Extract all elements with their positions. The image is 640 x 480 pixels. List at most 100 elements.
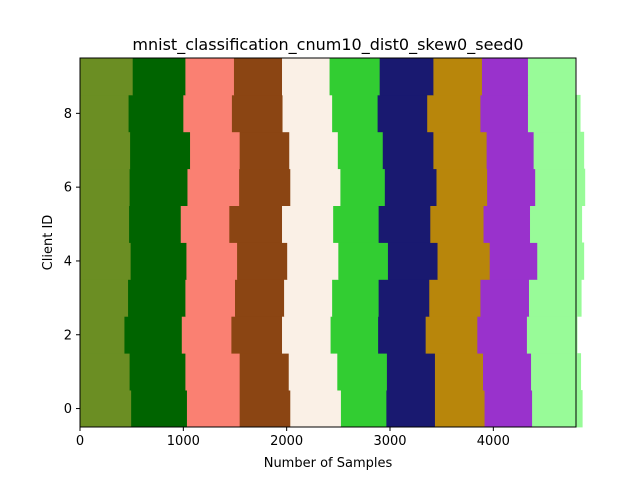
bar-segment-client-7-label-4 — [289, 131, 339, 170]
x-axis-ticks: 0 1000 2000 3000 4000 — [76, 427, 510, 449]
bar-segment-client-8-label-0 — [80, 94, 129, 133]
bar-segment-client-0-label-1 — [131, 390, 188, 428]
bar-segment-client-2-label-1 — [124, 316, 183, 354]
bar-segment-client-6-label-4 — [290, 168, 341, 206]
bar-segment-client-8-label-9 — [527, 94, 581, 133]
bar-segment-client-1-label-2 — [185, 353, 241, 391]
bar-segment-client-4-label-0 — [80, 242, 132, 280]
bar-segment-client-0-label-7 — [434, 390, 485, 428]
y-axis-label: Client ID — [41, 215, 56, 271]
bar-segment-client-0-label-0 — [80, 390, 132, 428]
bar-segment-client-4-label-4 — [287, 242, 339, 280]
bar-segment-client-9-label-3 — [233, 58, 283, 96]
bar-segment-client-1-label-9 — [531, 353, 582, 391]
bar-segment-client-6-label-3 — [239, 168, 291, 206]
bar-segment-client-5-label-2 — [180, 205, 230, 243]
x-tick-label: 2000 — [270, 434, 303, 449]
bar-segment-client-3-label-2 — [185, 279, 236, 317]
bar-segment-client-0-label-5 — [340, 390, 387, 428]
bar-segment-client-2-label-4 — [282, 316, 331, 354]
bar-segment-client-5-label-5 — [333, 205, 380, 243]
bar-segment-client-7-label-8 — [486, 131, 535, 170]
bar-segment-client-9-label-8 — [481, 58, 529, 96]
bar-segment-client-9-label-0 — [80, 58, 134, 96]
bar-segment-client-8-label-1 — [128, 94, 184, 133]
bar-segment-client-5-label-1 — [129, 205, 182, 243]
bar-segment-client-7-label-6 — [382, 131, 434, 170]
bar-segment-client-0-label-3 — [239, 390, 291, 428]
bar-segment-client-8-label-6 — [377, 94, 428, 133]
bar-segment-client-4-label-8 — [489, 242, 538, 280]
bar-segment-client-9-label-1 — [132, 58, 186, 96]
y-tick-label: 0 — [64, 402, 72, 417]
bar-segment-client-4-label-9 — [537, 242, 585, 280]
bar-segment-client-5-label-8 — [483, 205, 531, 243]
bar-segment-client-0-label-2 — [186, 390, 241, 428]
bar-segment-client-3-label-3 — [235, 279, 285, 317]
bar-segment-client-8-label-7 — [427, 94, 481, 133]
bar-segment-client-7-label-5 — [337, 131, 384, 170]
bar-segment-client-6-label-2 — [187, 168, 240, 206]
bar-segment-client-1-label-6 — [386, 353, 436, 391]
bar-segment-client-8-label-2 — [183, 94, 233, 133]
x-tick-label: 3000 — [373, 434, 406, 449]
bar-segment-client-3-label-4 — [284, 279, 333, 317]
bar-segment-client-4-label-2 — [186, 242, 238, 280]
bar-segment-client-1-label-0 — [80, 353, 130, 391]
bar-segment-client-6-label-5 — [340, 168, 386, 206]
bar-segment-client-9-label-6 — [379, 58, 434, 96]
bar-segment-client-7-label-9 — [533, 131, 585, 170]
bar-segment-client-9-label-7 — [433, 58, 483, 96]
bar-segment-client-2-label-8 — [477, 316, 528, 354]
x-tick-label: 1000 — [167, 434, 200, 449]
bar-segment-client-4-label-6 — [387, 242, 438, 280]
bar-segment-client-9-label-4 — [282, 58, 330, 96]
bar-segment-client-4-label-3 — [237, 242, 288, 280]
x-tick-label: 4000 — [477, 434, 510, 449]
bar-segment-client-6-label-0 — [80, 168, 130, 206]
bar-segment-client-8-label-4 — [282, 94, 333, 133]
bar-segment-client-4-label-5 — [338, 242, 389, 280]
bar-segment-client-6-label-8 — [487, 168, 536, 206]
bar-segment-client-6-label-1 — [129, 168, 188, 206]
bar-segment-client-5-label-7 — [430, 205, 484, 243]
bars-group — [80, 58, 586, 428]
bar-segment-client-2-label-2 — [181, 316, 232, 354]
bar-segment-client-3-label-9 — [528, 279, 582, 317]
x-axis-label: Number of Samples — [264, 456, 393, 471]
bar-segment-client-8-label-5 — [332, 94, 378, 133]
bar-segment-client-0-label-9 — [532, 390, 583, 428]
bar-segment-client-2-label-6 — [378, 316, 427, 354]
bar-segment-client-3-label-8 — [480, 279, 530, 317]
plot-frame — [79, 57, 577, 428]
bar-segment-client-1-label-4 — [288, 353, 338, 391]
bar-segment-client-6-label-9 — [535, 168, 586, 206]
y-tick-label: 2 — [64, 328, 72, 343]
bar-segment-client-8-label-8 — [480, 94, 529, 133]
bar-segment-client-7-label-1 — [130, 131, 191, 170]
bar-segment-client-5-label-0 — [80, 205, 130, 243]
bar-segment-client-5-label-4 — [282, 205, 334, 243]
bar-segment-client-0-label-6 — [386, 390, 436, 428]
bar-segment-client-9-label-2 — [185, 58, 235, 96]
bar-segment-client-5-label-9 — [530, 205, 583, 243]
bar-segment-client-4-label-7 — [437, 242, 491, 280]
y-tick-label: 4 — [64, 254, 72, 269]
bar-segment-client-9-label-5 — [329, 58, 381, 96]
bar-segment-client-2-label-5 — [330, 316, 379, 354]
bar-segment-client-7-label-7 — [433, 131, 488, 170]
bar-segment-client-2-label-0 — [80, 316, 125, 354]
y-tick-label: 8 — [64, 107, 72, 122]
bar-segment-client-3-label-0 — [80, 279, 129, 317]
bar-segment-client-7-label-3 — [239, 131, 290, 170]
bar-segment-client-4-label-1 — [130, 242, 187, 280]
y-axis-ticks: 0 2 4 6 8 — [64, 107, 80, 417]
bar-segment-client-6-label-7 — [436, 168, 488, 206]
bar-segment-client-6-label-6 — [384, 168, 437, 206]
bar-segment-client-1-label-7 — [434, 353, 484, 391]
bar-segment-client-2-label-7 — [425, 316, 478, 354]
bar-segment-client-3-label-7 — [429, 279, 481, 317]
chart-title: mnist_classification_cnum10_dist0_skew0_… — [132, 35, 523, 55]
bar-segment-client-2-label-3 — [231, 316, 283, 354]
